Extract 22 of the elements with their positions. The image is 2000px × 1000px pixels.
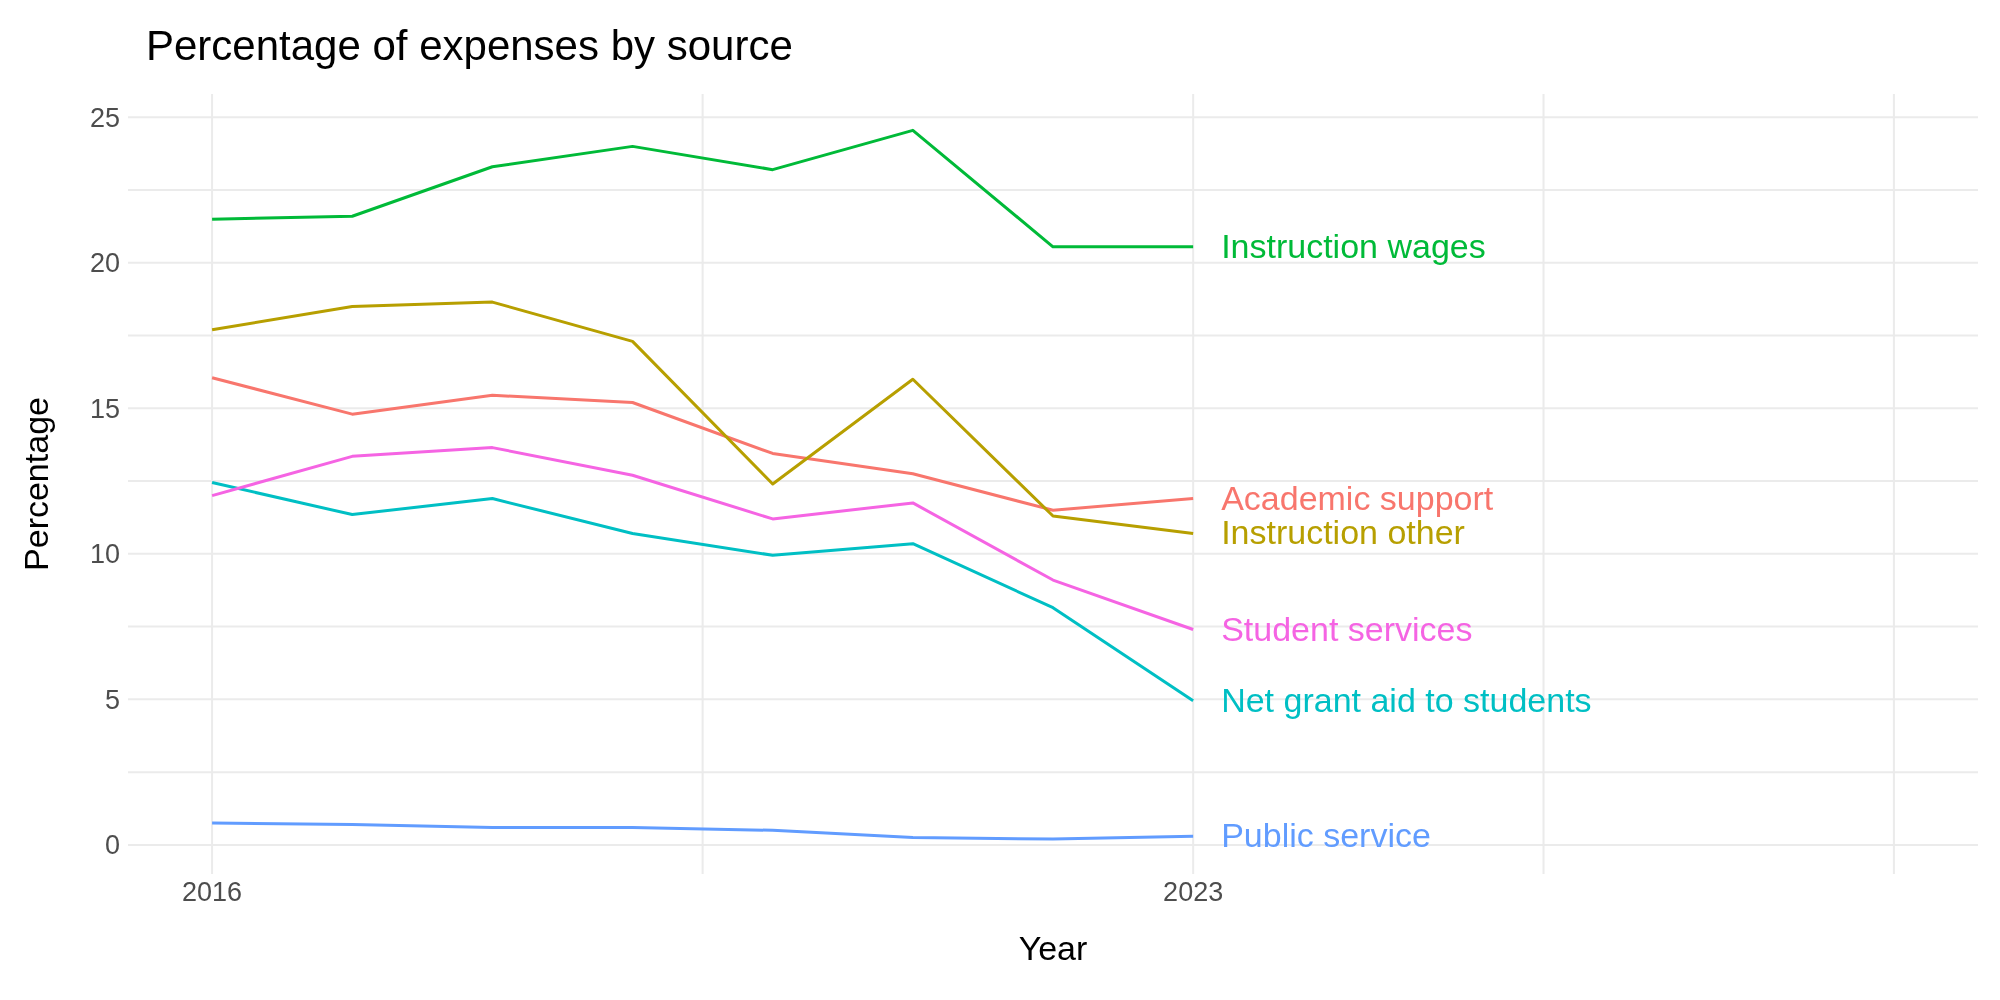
y-tick-label: 25 (89, 102, 120, 133)
line-series (210, 300, 1195, 535)
x-tick-label: 2023 (1163, 877, 1224, 908)
y-tick-label: 10 (89, 539, 120, 570)
line-series (210, 446, 1195, 632)
y-tick-label: 0 (104, 830, 120, 861)
series-label: Student services (1221, 609, 1473, 648)
y-axis-title: Percentage (17, 397, 56, 571)
x-axis-title: Year (1018, 929, 1088, 967)
y-tick-label: 20 (89, 248, 120, 279)
chart-title: Percentage of expenses by source (145, 21, 794, 71)
series-label: Public service (1221, 816, 1431, 855)
line-series (210, 128, 1195, 249)
line-series (210, 376, 1195, 512)
line-series (210, 821, 1195, 841)
series-label: Instruction wages (1221, 226, 1486, 265)
y-tick-label: 15 (89, 393, 120, 424)
x-tick-label: 2016 (182, 877, 243, 908)
line-series (210, 481, 1195, 703)
series-label: Academic support (1221, 478, 1494, 517)
y-tick-label: 5 (104, 684, 120, 715)
series-label: Net grant aid to students (1221, 680, 1592, 719)
